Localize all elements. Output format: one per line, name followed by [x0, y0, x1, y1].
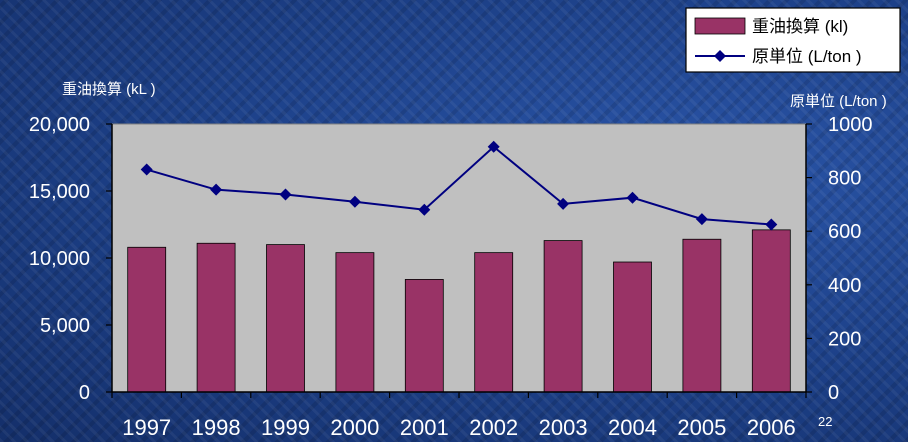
- bar-2000: [335, 252, 375, 393]
- right-tick-label: 200: [828, 328, 861, 350]
- x-tick-label-2005: 2005: [677, 415, 726, 440]
- x-tick-label-1997: 1997: [122, 415, 171, 440]
- right-tick-label: 400: [828, 275, 861, 297]
- line-point-2004: [626, 191, 639, 204]
- bar-2005: [682, 238, 722, 393]
- line-point-2001: [418, 203, 431, 216]
- line-point-1998: [210, 183, 223, 196]
- x-tick-label-1999: 1999: [261, 415, 310, 440]
- line-series: [140, 140, 778, 231]
- left-tick-label: 5,000: [40, 315, 90, 337]
- right-tick-label: 0: [828, 382, 839, 404]
- left-axis-title: 重油換算 (kL ): [62, 80, 156, 98]
- legend: 重油換算 (kl) 原単位 (L/ton ): [685, 7, 901, 73]
- legend-bar-swatch: [694, 17, 746, 35]
- x-tick-label-2003: 2003: [539, 415, 588, 440]
- line-path: [146, 145, 772, 226]
- right-axis-title: 原単位 (L/ton ): [790, 93, 887, 110]
- line-point-1997: [140, 163, 153, 176]
- legend-line-label: 原単位 (L/ton ): [752, 47, 862, 66]
- right-tick-label: 1000: [828, 114, 873, 136]
- x-tick-label-2000: 2000: [330, 415, 379, 440]
- bar-series: [127, 229, 791, 393]
- line-point-2005: [695, 213, 708, 226]
- line-point-2000: [348, 195, 361, 208]
- x-tick-label-2004: 2004: [608, 415, 657, 440]
- right-tick-label: 800: [828, 168, 861, 190]
- bar-1997: [127, 246, 167, 393]
- axes: 0 5,000 10,000 15,000 20,000 0 200 400 600 800 100…: [29, 114, 873, 440]
- x-tick-label-2006: 2006: [747, 415, 796, 440]
- x-tick-label-1998: 1998: [192, 415, 241, 440]
- left-tick-label: 10,000: [29, 248, 90, 270]
- legend-bar-label: 重油換算 (kl): [752, 17, 848, 36]
- left-tick-label: 0: [79, 382, 90, 404]
- right-tick-label: 600: [828, 221, 861, 243]
- bar-2002: [474, 252, 514, 393]
- line-point-2003: [557, 197, 570, 210]
- bar-1999: [266, 244, 305, 393]
- bar-2001: [404, 279, 444, 393]
- left-tick-label: 20,000: [29, 114, 90, 136]
- line-point-2002: [487, 140, 500, 153]
- legend-line-marker: [714, 50, 726, 62]
- page-number: 22: [818, 414, 832, 429]
- x-tick-label-2001: 2001: [400, 415, 449, 440]
- left-tick-label: 15,000: [29, 181, 90, 203]
- bar-1998: [196, 242, 236, 393]
- line-point-1999: [279, 188, 292, 201]
- bar-2003: [543, 240, 583, 393]
- bar-2004: [613, 261, 652, 393]
- line-point-2006: [765, 218, 778, 231]
- bar-2006: [751, 229, 791, 393]
- x-tick-label-2002: 2002: [469, 415, 518, 440]
